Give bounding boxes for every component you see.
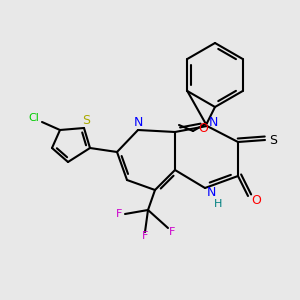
Text: Cl: Cl — [28, 113, 39, 123]
Text: S: S — [82, 113, 90, 127]
Text: N: N — [208, 116, 218, 128]
Text: H: H — [214, 199, 222, 209]
Text: S: S — [269, 134, 277, 146]
Text: O: O — [198, 122, 208, 136]
Text: O: O — [251, 194, 261, 206]
Text: F: F — [142, 231, 148, 241]
Text: N: N — [133, 116, 143, 128]
Text: F: F — [169, 227, 175, 237]
Text: N: N — [206, 185, 216, 199]
Text: F: F — [116, 209, 122, 219]
